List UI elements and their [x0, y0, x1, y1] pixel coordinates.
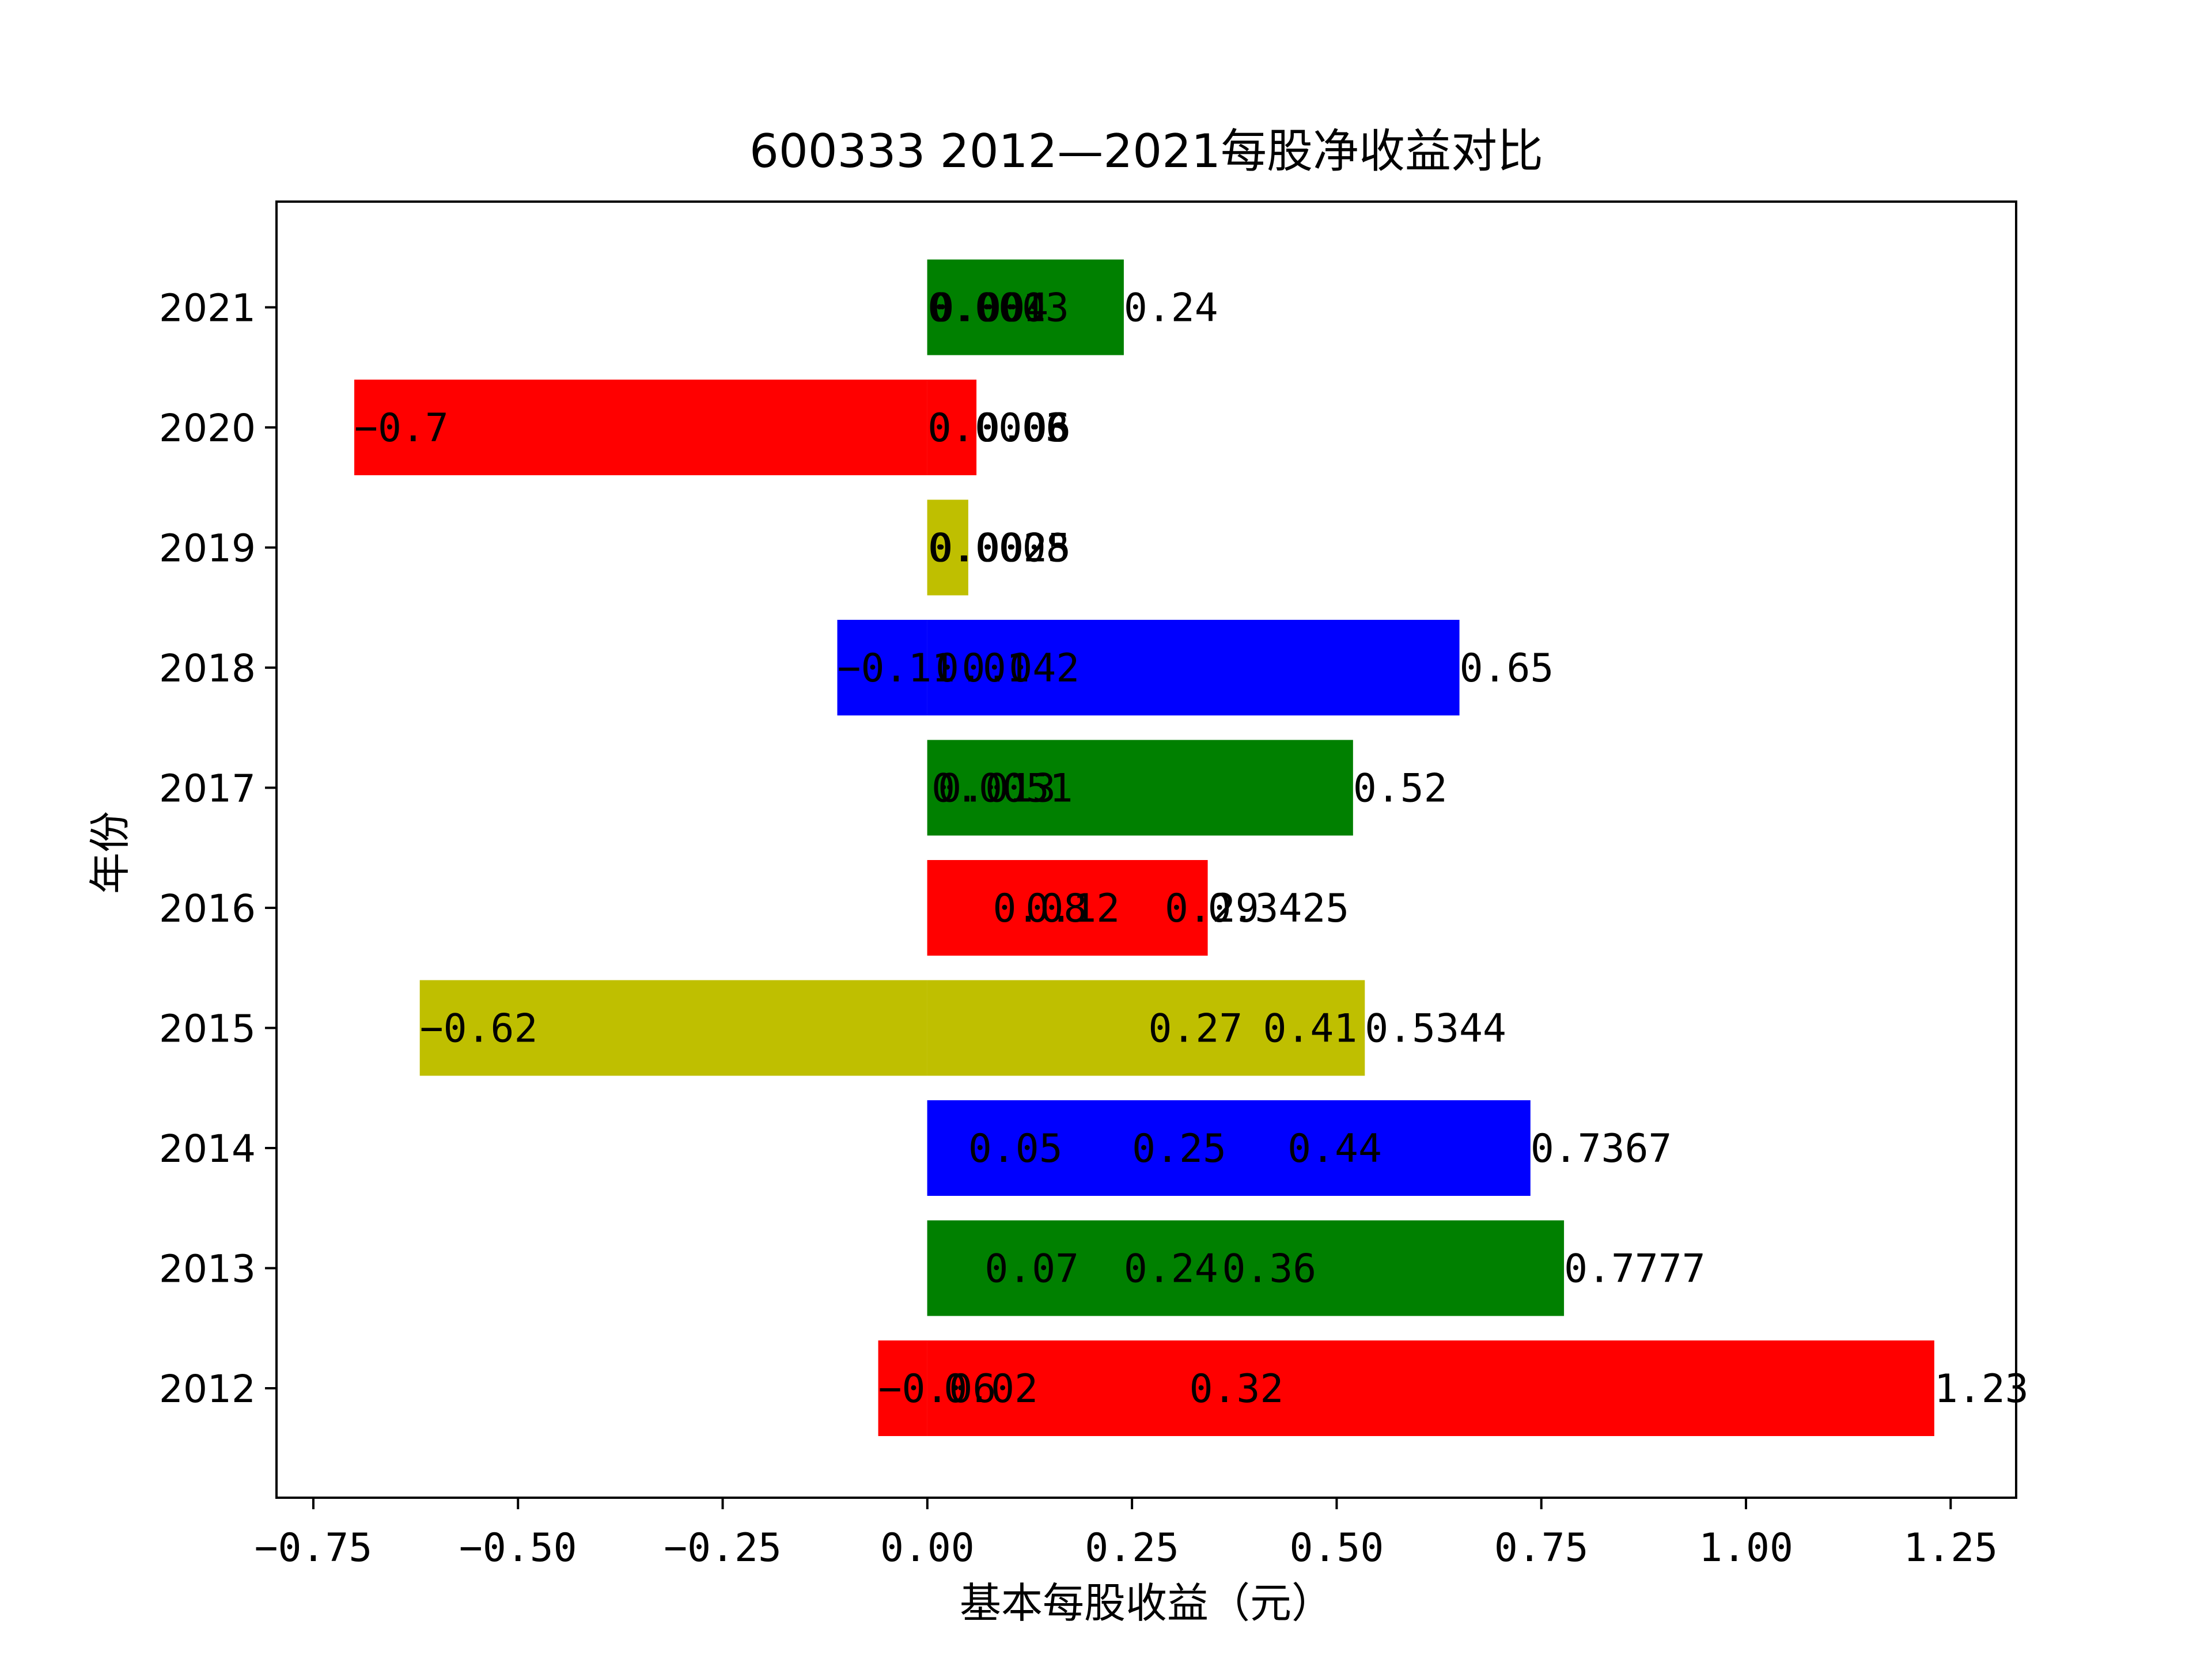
- bar-2018-0: [837, 620, 927, 715]
- bar-2015-3: [927, 980, 1365, 1076]
- bar-value-label: −0.7: [354, 406, 449, 451]
- x-tick-label: 1.00: [1699, 1525, 1793, 1571]
- y-tick-label: 2014: [159, 1127, 256, 1171]
- x-tick-label: 0.50: [1290, 1525, 1384, 1571]
- bars-group: [354, 259, 1934, 1436]
- y-tick-label: 2013: [159, 1247, 256, 1291]
- bar-2018-3: [927, 620, 1460, 715]
- bar-value-label: 0.01: [935, 646, 1030, 691]
- bar-value-label: 0.0025: [929, 526, 1071, 571]
- bar-value-label: 0.29: [1165, 886, 1259, 931]
- bar-value-label: 0.24: [1124, 286, 1218, 331]
- bar-value-label: 0.0008: [928, 526, 1070, 571]
- y-tick-label: 2021: [159, 286, 256, 331]
- bar-value-label: 0.002: [929, 526, 1047, 571]
- bar-2013-3: [927, 1220, 1565, 1316]
- x-ticks-group: −0.75 −0.50 −0.25 0.00 0.25 0.50 0.75 1.00 1.25: [255, 1498, 1998, 1571]
- x-axis-label: 基本每股收益（元）: [960, 1579, 1333, 1627]
- x-tick-label: −0.75: [255, 1525, 373, 1571]
- bar-value-label: 0.0003: [927, 406, 1069, 451]
- bar-2015-0: [419, 980, 927, 1076]
- y-axis-label: 年份: [86, 811, 134, 894]
- bar-value-label: 0.36: [1222, 1247, 1316, 1292]
- x-tick-label: 0.25: [1085, 1525, 1179, 1571]
- x-tick-label: 0.00: [880, 1525, 975, 1571]
- bar-value-label: 0.7367: [1531, 1126, 1672, 1172]
- bar-value-label: 0.08: [993, 886, 1088, 931]
- bar-2021-3: [927, 259, 1124, 355]
- bar-value-label: 0.7777: [1564, 1247, 1706, 1292]
- bar-2016-3: [927, 860, 1208, 956]
- bar-value-label: 0.042: [962, 646, 1080, 691]
- bar-2012-3: [927, 1340, 1934, 1436]
- y-tick-label: 2019: [159, 527, 256, 571]
- bar-value-label: 0.32: [1190, 1366, 1284, 1412]
- x-tick-label: −0.25: [664, 1525, 782, 1571]
- bar-2017-2: [927, 740, 1353, 836]
- bar-value-label: 0.41: [1263, 1006, 1358, 1052]
- y-tick-label: 2012: [159, 1367, 256, 1411]
- x-tick-label: −0.50: [459, 1525, 577, 1571]
- x-tick-label: 1.25: [1903, 1525, 1998, 1571]
- x-tick-label: 0.75: [1494, 1525, 1589, 1571]
- bar-value-label: 0.05: [968, 1126, 1063, 1172]
- y-tick-label: 2017: [159, 767, 256, 811]
- bar-value-label: 0.013: [938, 766, 1056, 812]
- y-ticks-group: 2012 2013 2014 2015 2016 2017 2018 2019 2020 2021: [159, 286, 276, 1411]
- bar-value-label: 0.25: [1132, 1126, 1226, 1172]
- plot-frame: [275, 200, 2017, 1499]
- bar-value-label: 0.12: [1025, 886, 1120, 931]
- bar-value-label: 0.3425: [1208, 886, 1350, 931]
- bar-value-label: 0.27: [1149, 1006, 1243, 1052]
- bar-2020-2: [927, 380, 977, 475]
- bar-value-label: 0.0006: [928, 406, 1070, 451]
- bar-value-label: 0.5344: [1365, 1006, 1506, 1052]
- bar-value-label: −0.06: [878, 1366, 997, 1412]
- bar-2012-0: [878, 1340, 927, 1436]
- bar-value-label: 1.23: [1934, 1366, 2029, 1412]
- bar-value-label: 0.001: [928, 286, 1046, 331]
- bar-value-label: 0.44: [1287, 1126, 1382, 1172]
- bar-value-label: 0.0003: [927, 286, 1069, 331]
- y-tick-label: 2020: [159, 406, 256, 450]
- bar-value-label: 0.06: [976, 406, 1071, 451]
- bar-2019-3: [927, 499, 968, 596]
- bar-value-label: 0.02: [944, 1366, 1038, 1412]
- y-tick-label: 2018: [159, 646, 256, 691]
- bar-value-label: 0.24: [1124, 1247, 1218, 1292]
- bar-2020-3: [354, 380, 927, 475]
- chart-title: 600333 2012—2021每股净收益对比: [749, 124, 1543, 178]
- y-tick-label: 2016: [159, 887, 256, 931]
- y-tick-label: 2015: [159, 1007, 256, 1051]
- bar-value-label: 0.004: [931, 286, 1049, 331]
- bar-value-label: 0.52: [1353, 766, 1448, 812]
- bar-value-label: −0.11: [838, 646, 956, 691]
- bar-value-label: 0.07: [984, 1247, 1079, 1292]
- bar-value-label: 0.65: [1460, 646, 1554, 691]
- bar-value-label: 0.0051: [931, 766, 1073, 812]
- bar-value-label: −0.62: [420, 1006, 538, 1052]
- bar-2014-3: [927, 1100, 1531, 1196]
